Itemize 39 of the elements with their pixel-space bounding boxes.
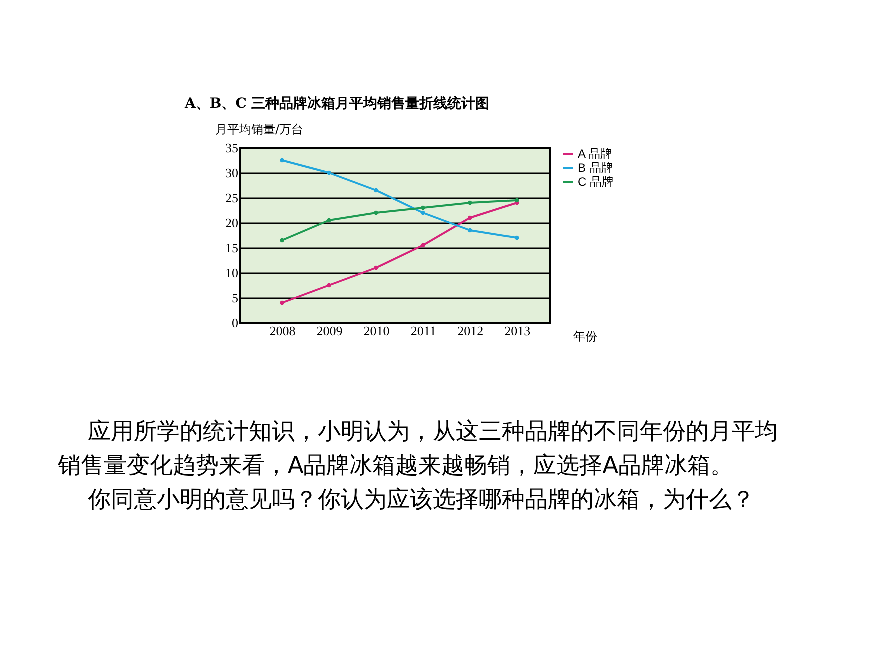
x-tick-label: 2010 [364, 324, 390, 338]
y-tick-label: 15 [226, 240, 238, 256]
point [280, 300, 284, 306]
y-axis-title: 月平均销量/万台 [216, 122, 304, 136]
x-tick-label: 2013 [504, 324, 531, 338]
legend-label: A 品牌 [578, 147, 613, 161]
chart-title: A、B、C 三种品牌冰箱月平均销售量折线统计图 [184, 95, 490, 112]
point [280, 158, 284, 163]
point [421, 210, 426, 216]
y-tick-label: 25 [226, 190, 238, 206]
x-tick-label: 2008 [270, 324, 296, 338]
y-tick-label: 30 [226, 166, 238, 180]
point [374, 210, 378, 216]
point [468, 200, 472, 206]
point [515, 198, 520, 203]
text: 你同意小明的意见吗？你认为应该选择哪种品牌的冰箱，为什么？ [86, 486, 756, 515]
point [374, 266, 378, 270]
x-tick-label: 2012 [458, 324, 484, 338]
point [327, 218, 332, 223]
point [421, 243, 426, 248]
text: 应用所学的统计知识，小明认为，从这三种品牌的不同年份的月平均销售量变化趋势来看，A品牌冰箱越来越畅销，应选择A品牌冰箱。 [58, 418, 779, 481]
y-tick-label: 10 [226, 266, 238, 280]
y-tick-label: 5 [232, 290, 238, 306]
y-tick-label: 0 [232, 316, 238, 330]
point [327, 283, 332, 288]
point [468, 216, 472, 220]
x-axis-title: 年份 [574, 330, 598, 344]
point [515, 236, 520, 240]
legend-label: B 品牌 [578, 161, 614, 175]
y-tick-label: 35 [226, 140, 238, 156]
legend-label: C 品牌 [578, 175, 614, 189]
point [327, 170, 332, 176]
point [421, 206, 426, 210]
y-tick-label: 20 [226, 216, 238, 230]
x-tick-label: 2009 [316, 324, 343, 338]
point [468, 228, 472, 233]
x-tick-label: 2011 [410, 324, 436, 338]
point [280, 238, 284, 243]
point [374, 188, 378, 193]
